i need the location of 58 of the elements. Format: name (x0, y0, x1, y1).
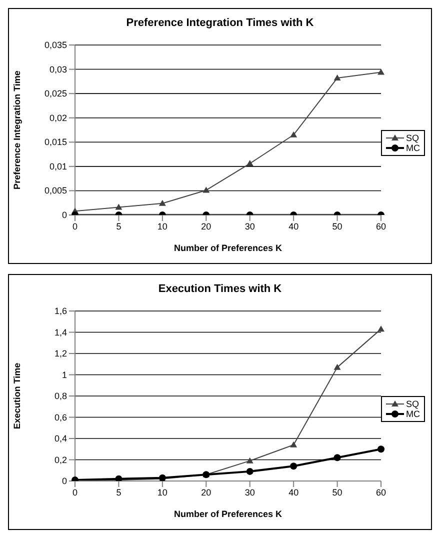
y-tick-label: 1 (62, 370, 67, 380)
y-tick-label: 0,4 (54, 434, 67, 444)
x-tick-label: 50 (332, 487, 342, 498)
point (246, 457, 254, 464)
y-tick-label: 1,6 (54, 306, 67, 316)
point (115, 204, 122, 210)
x-tick-label: 20 (201, 221, 212, 232)
y-axis-title: Preference Integration Time (12, 70, 22, 190)
x-tick-label: 60 (376, 487, 386, 498)
y-tick-label: 0,015 (44, 137, 67, 148)
point (378, 68, 384, 75)
x-tick-label: 0 (72, 221, 78, 232)
x-tick-label: 30 (244, 487, 255, 498)
legend-label: MC (406, 409, 420, 419)
y-tick-label: 1,2 (54, 348, 67, 358)
point (158, 200, 166, 206)
x-tick-label: 40 (288, 487, 299, 498)
x-tick-label: 0 (72, 487, 78, 498)
point (246, 160, 254, 166)
x-tick-label: 10 (157, 487, 168, 498)
point (334, 454, 341, 462)
y-tick-label: 1,4 (54, 327, 67, 338)
y-tick-label: 0,005 (44, 186, 67, 196)
point (334, 74, 341, 81)
y-tick-label: 0 (62, 476, 67, 486)
y-tick-label: 0,2 (54, 454, 67, 465)
legend-label: SQ (406, 399, 420, 409)
y-tick-label: 0,025 (44, 88, 67, 99)
y-tick-label: 0 (62, 210, 67, 220)
x-axis-title: Number of Preferences K (174, 509, 283, 519)
point (334, 364, 341, 370)
y-tick-label: 0,02 (49, 112, 67, 123)
y-tick-label: 0,6 (54, 412, 67, 422)
y-tick-label: 0,035 (44, 40, 67, 50)
chart-title: Execution Times with K (157, 283, 283, 295)
legend-label: MC (406, 143, 420, 153)
point (202, 186, 210, 193)
y-tick-label: 0,8 (54, 391, 67, 401)
x-tick-label: 5 (116, 487, 122, 498)
x-tick-label: 40 (288, 221, 299, 232)
x-tick-label: 50 (332, 221, 342, 232)
x-tick-label: 5 (116, 221, 122, 232)
legend-label: SQ (406, 133, 420, 143)
chart-title: Preference Integration Times with K (125, 17, 315, 29)
x-tick-label: 10 (157, 221, 168, 232)
x-axis-title: Number of Preferences K (174, 243, 283, 253)
point (378, 446, 384, 453)
point (290, 462, 298, 470)
x-tick-label: 30 (244, 221, 255, 232)
y-tick-label: 0,01 (49, 161, 67, 172)
point (290, 131, 298, 138)
point (378, 326, 384, 332)
y-tick-label: 0,03 (49, 64, 67, 74)
x-tick-label: 60 (376, 221, 386, 232)
point (290, 441, 298, 448)
x-tick-label: 20 (201, 487, 212, 498)
point (246, 468, 254, 475)
y-axis-title: Execution Time (12, 362, 22, 430)
